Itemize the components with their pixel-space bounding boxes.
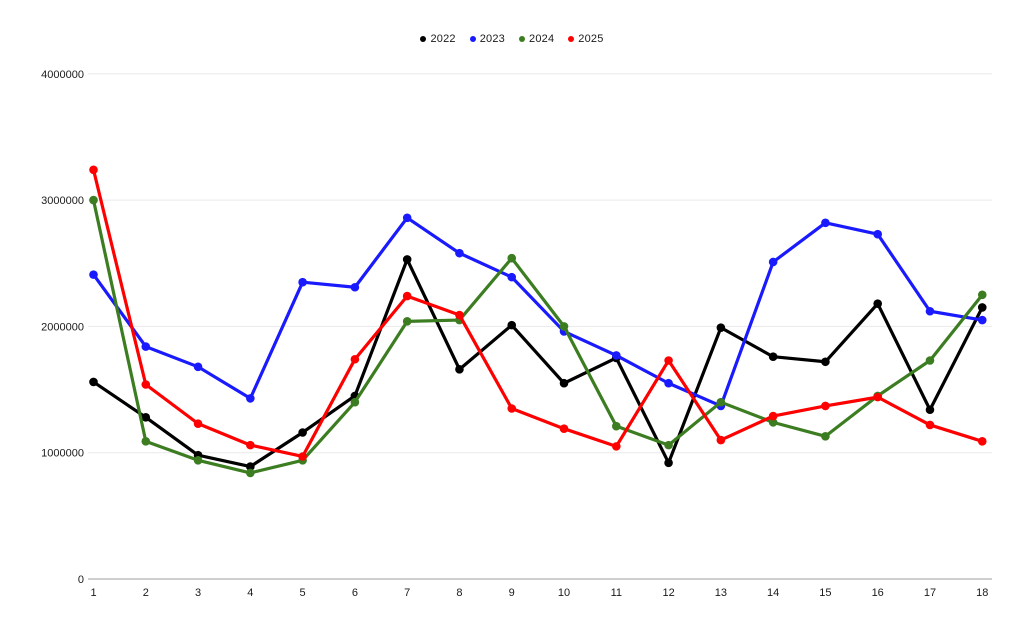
data-point-2024: [246, 468, 255, 478]
data-point-2025: [141, 380, 151, 389]
x-tick-label: 1: [90, 587, 96, 599]
data-point-2022: [298, 428, 307, 437]
data-point-2023: [768, 257, 778, 267]
data-point-2023: [507, 272, 517, 282]
data-point-2023: [925, 306, 935, 316]
x-tick-label: 18: [976, 587, 988, 599]
data-point-2023: [612, 351, 621, 360]
x-tick-label: 12: [662, 587, 674, 599]
data-point-2022: [141, 413, 151, 422]
data-point-2025: [716, 435, 726, 445]
data-point-2022: [507, 320, 517, 330]
data-point-2025: [873, 392, 882, 402]
x-tick-label: 11: [611, 587, 622, 599]
series-line-2023: [91, 216, 984, 408]
data-point-2025: [193, 419, 203, 428]
x-tick-label: 3: [195, 587, 201, 599]
data-point-2023: [141, 342, 151, 351]
data-point-2022: [768, 352, 778, 362]
data-point-2022: [925, 405, 935, 415]
x-tick-label: 10: [558, 587, 570, 599]
data-point-2023: [350, 282, 360, 292]
y-tick-label: 2000000: [41, 321, 84, 333]
series-line-2024: [91, 198, 984, 475]
data-point-2024: [977, 290, 987, 300]
data-point-2024: [350, 397, 360, 407]
data-point-2024: [821, 431, 830, 441]
x-tick-label: 17: [924, 587, 936, 599]
x-tick-label: 16: [872, 587, 884, 599]
data-point-2025: [925, 420, 935, 430]
data-point-2022: [89, 377, 98, 387]
x-tick-label: 6: [352, 587, 358, 599]
data-point-2022: [455, 365, 464, 374]
data-point-2024: [141, 437, 151, 446]
data-point-2024: [768, 418, 778, 427]
data-point-2023: [298, 277, 307, 287]
y-tick-label: 1000000: [41, 448, 84, 460]
data-point-2023: [402, 213, 412, 223]
data-point-2025: [89, 165, 98, 175]
data-point-2025: [821, 401, 830, 411]
data-point-2025: [559, 424, 569, 434]
data-point-2025: [768, 411, 778, 421]
x-tick-label: 13: [715, 587, 727, 599]
data-point-2022: [873, 299, 882, 308]
data-point-2022: [246, 462, 255, 471]
x-tick-label: 15: [819, 587, 831, 599]
data-point-2024: [89, 195, 98, 205]
data-point-2025: [455, 310, 464, 320]
x-tick-label: 4: [247, 587, 253, 599]
data-point-2025: [612, 442, 621, 451]
y-tick-label: 3000000: [41, 195, 84, 207]
data-point-2024: [507, 253, 517, 263]
data-point-2025: [507, 404, 517, 413]
y-tick-label: 4000000: [41, 69, 84, 81]
data-point-2023: [89, 270, 98, 279]
series-line-2022: [91, 257, 984, 469]
data-point-2022: [977, 303, 987, 312]
data-point-2024: [612, 421, 621, 431]
data-point-2024: [559, 322, 569, 331]
data-point-2024: [402, 317, 412, 326]
data-point-2025: [402, 291, 412, 301]
x-tick-label: 14: [767, 587, 779, 599]
data-point-2023: [873, 229, 882, 239]
y-tick-label: 0: [78, 574, 84, 586]
data-point-2023: [821, 218, 830, 228]
data-point-2022: [402, 255, 412, 264]
data-point-2023: [977, 315, 987, 325]
series-line-2025: [91, 168, 984, 459]
x-tick-label: 5: [300, 587, 306, 599]
data-point-2022: [559, 378, 569, 388]
x-tick-label: 7: [404, 587, 410, 599]
data-point-2025: [664, 356, 673, 365]
data-point-2022: [664, 458, 673, 468]
data-point-2025: [350, 354, 360, 364]
data-point-2023: [664, 378, 673, 388]
data-point-2024: [925, 356, 935, 365]
data-point-2023: [193, 362, 203, 372]
data-point-2022: [821, 357, 830, 367]
data-point-2025: [298, 452, 307, 461]
data-point-2022: [716, 323, 726, 332]
data-point-2023: [246, 394, 255, 403]
x-tick-label: 9: [509, 587, 515, 599]
data-point-2025: [246, 440, 255, 450]
x-tick-label: 8: [456, 587, 462, 599]
data-point-2023: [455, 248, 464, 258]
data-point-2024: [193, 455, 203, 465]
x-tick-label: 2: [143, 587, 149, 599]
data-point-2024: [664, 440, 673, 450]
data-point-2025: [977, 437, 987, 446]
data-point-2024: [716, 397, 726, 407]
